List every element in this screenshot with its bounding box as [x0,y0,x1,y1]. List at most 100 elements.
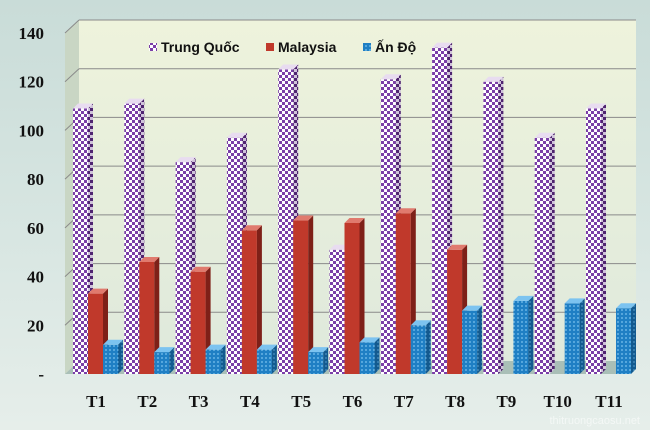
bar-top [344,217,365,223]
bar-top [241,225,262,231]
bar-front [534,137,550,374]
bar-side [118,339,123,374]
bar-top [124,98,145,104]
bar [241,225,262,374]
bar-side [308,215,314,374]
bar [205,344,226,374]
bar-side [579,298,585,374]
bar-side [220,344,226,374]
bar-top [432,42,453,48]
bar-top [154,347,175,353]
bar [483,76,504,374]
x-axis-labels: T1 T2 T3 T4 T5 T6 T7 T8 T9 T10 T11 [86,392,623,411]
bar-side [271,344,277,374]
gridline-diagonal [64,19,80,34]
bar-front [447,249,463,374]
bar-side [498,76,504,374]
bar-side [359,217,365,374]
watermark: thitruongcaosu.net [549,415,640,427]
x-tick-label: T7 [394,392,414,411]
legend-item-trung-quoc: Trung Quốc [149,39,240,55]
bar-front [103,344,118,374]
bar-front [190,271,206,374]
x-tick-label: T9 [496,392,516,411]
bar-side [601,103,606,374]
bar [139,256,160,374]
x-tick-label: T11 [595,392,622,411]
bar-front [278,69,294,375]
legend: Trung Quốc Malaysia Ấn Độ [149,39,416,55]
bar [103,339,123,374]
bar-front [359,342,375,374]
bar-side [425,320,431,374]
bar-top [308,347,329,353]
y-tick-label: - [38,365,44,384]
bar-front [616,308,631,374]
bar-side [374,337,380,374]
y-tick-label: 80 [27,170,44,189]
y-tick-label: 140 [19,24,45,43]
bar-side [154,256,160,374]
bar-front [586,108,601,374]
bar-front [293,220,309,374]
bar-top [73,103,93,109]
bar [308,347,329,374]
x-tick-label: T3 [189,392,209,411]
bar-top [103,339,123,345]
bar-side [549,132,555,374]
bar-front [175,162,191,374]
bar-top [513,295,534,301]
y-tick-label: 60 [27,219,44,238]
x-tick-label: T8 [445,392,465,411]
bar-front [73,108,88,374]
bar-front [395,213,411,374]
bar-front [483,81,499,374]
bar-front [432,47,448,374]
x-tick-label: T2 [137,392,157,411]
bars [73,42,636,375]
bar-top [395,208,416,214]
bar [154,347,175,374]
bar-front [226,137,242,374]
bar-top [483,76,504,82]
bar-front [513,300,529,374]
x-tick-label: T5 [291,392,311,411]
bar-top [534,132,555,138]
bar-top [256,344,277,350]
bar-front [564,303,580,374]
bar-side [528,295,534,374]
x-tick-label: T4 [240,392,260,411]
bar-front [308,352,324,374]
y-tick-label: 120 [19,73,45,92]
bar [410,320,431,374]
bar-front [205,349,221,374]
bar-top [586,103,606,109]
legend-swatch-malaysia [266,43,274,51]
legend-swatch-trung-quoc [149,43,157,51]
bar-top [410,320,431,326]
bar-side [631,303,636,374]
bar-top [293,215,314,221]
bar-top [616,303,636,309]
bar [256,344,277,374]
bar-top [205,344,226,350]
y-tick-label: 100 [19,121,45,140]
bar [462,305,483,374]
bar-front [329,249,345,374]
bar-front [410,325,426,374]
legend-label-trung-quoc: Trung Quốc [161,39,240,55]
bar-top [447,244,468,250]
bar-side [323,347,329,374]
x-tick-label: T6 [343,392,363,411]
legend-label-malaysia: Malaysia [278,39,337,55]
bar-front [462,310,478,374]
bar-front [154,352,170,374]
bar-front [88,293,103,374]
bar-side [169,347,175,374]
bar-top [190,266,211,272]
bar-top [139,256,160,262]
bar [616,303,636,374]
bar-top [462,305,483,311]
gridline-diagonal [64,68,80,83]
